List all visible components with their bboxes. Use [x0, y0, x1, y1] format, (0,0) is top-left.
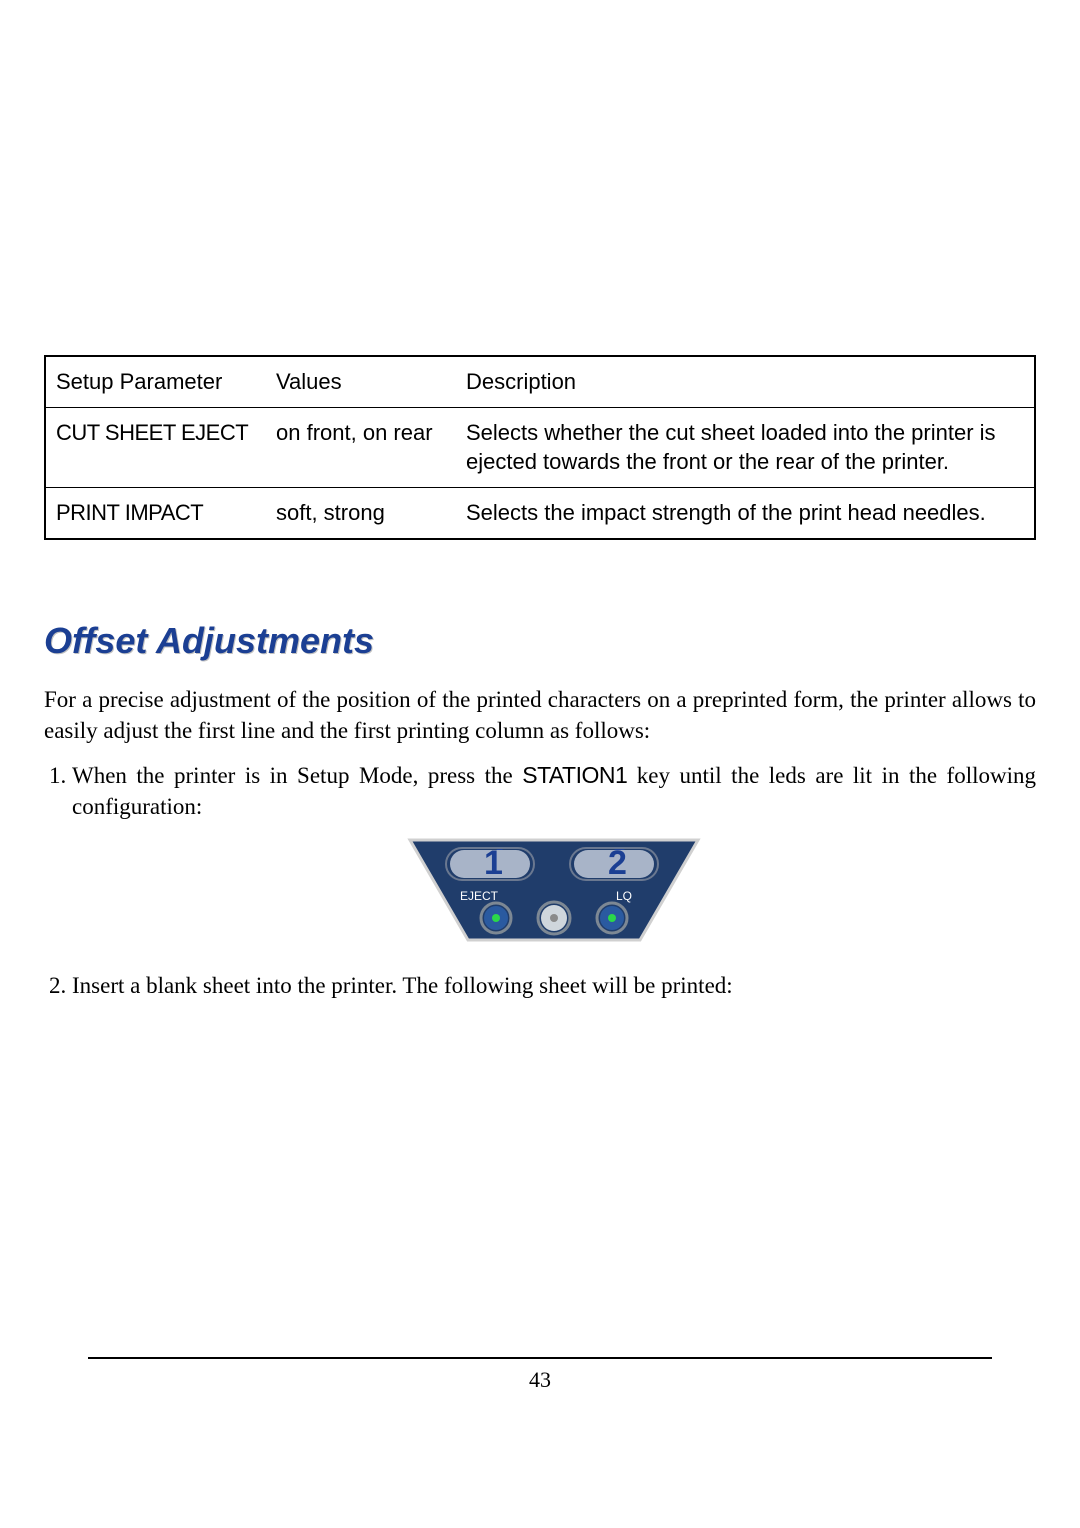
content-area: Setup Parameter Values Description CUT S…	[44, 355, 1036, 1013]
page-number: 43	[44, 1367, 1036, 1393]
param-values: soft, strong	[266, 488, 456, 539]
panel-label-lq: LQ	[616, 889, 632, 903]
param-values: on front, on rear	[266, 407, 456, 487]
param-description: Selects whether the cut sheet loaded int…	[456, 407, 1035, 487]
step-1: When the printer is in Setup Mode, press…	[72, 760, 1036, 952]
station1-key-label: STATION1	[522, 762, 627, 788]
panel-led-center	[550, 914, 558, 922]
header-description: Description	[456, 356, 1035, 407]
table-header-row: Setup Parameter Values Description	[45, 356, 1035, 407]
section-heading-offset-adjustments: Offset Adjustments	[44, 620, 1036, 662]
steps-list: When the printer is in Setup Mode, press…	[44, 760, 1036, 1001]
param-description: Selects the impact strength of the print…	[456, 488, 1035, 539]
panel-number-2-top: 2	[608, 844, 627, 882]
page: Setup Parameter Values Description CUT S…	[0, 0, 1080, 1528]
header-setup-parameter: Setup Parameter	[45, 356, 266, 407]
header-values: Values	[266, 356, 456, 407]
panel-label-eject: EJECT	[460, 889, 499, 903]
param-name: CUT SHEET EJECT	[56, 420, 248, 445]
panel-led-left	[492, 914, 500, 922]
printer-panel-illustration: 1 2 1 2 EJECT LQ	[72, 836, 1036, 952]
setup-parameters-table: Setup Parameter Values Description CUT S…	[44, 355, 1036, 540]
footer-rule	[88, 1357, 992, 1359]
table-row: CUT SHEET EJECT on front, on rear Select…	[45, 407, 1035, 487]
param-name: PRINT IMPACT	[56, 500, 203, 525]
step-2: Insert a blank sheet into the printer. T…	[72, 970, 1036, 1001]
step-1-text-pre: When the printer is in Setup Mode, press…	[72, 763, 522, 788]
panel-svg: 1 2 1 2 EJECT LQ	[404, 836, 704, 944]
table-row: PRINT IMPACT soft, strong Selects the im…	[45, 488, 1035, 539]
intro-paragraph: For a precise adjustment of the position…	[44, 684, 1036, 746]
panel-number-1-top: 1	[484, 844, 503, 882]
panel-led-right	[608, 914, 616, 922]
